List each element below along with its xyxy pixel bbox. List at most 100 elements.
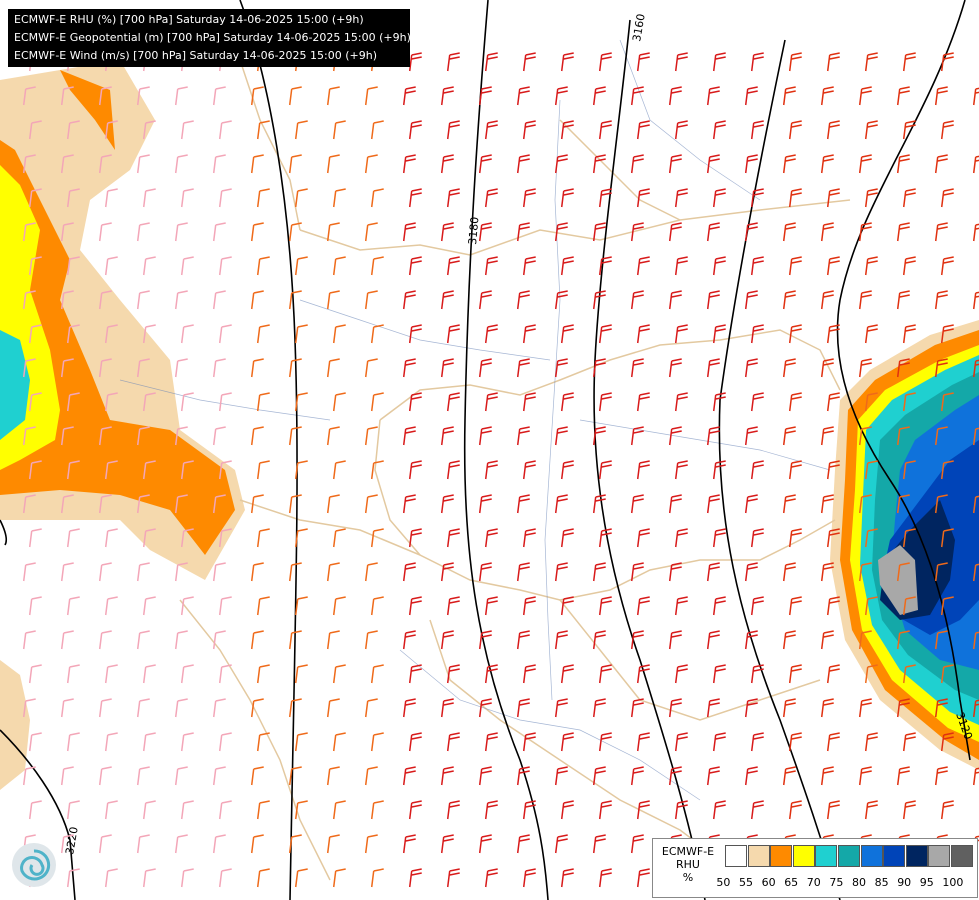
wind-barb [22,426,36,446]
wind-barb [706,630,720,650]
wind-barb [636,120,650,140]
wind-barb [440,222,454,242]
wind-barb [484,868,498,888]
wind-barb [630,222,644,242]
wind-barb [408,324,422,344]
wind-barb [174,834,188,854]
wind-barb [750,460,764,480]
wind-barb [858,426,872,446]
wind-barb [370,120,384,140]
wind-barb [820,630,834,650]
wind-barb [940,732,954,752]
wind-barb [142,596,156,616]
wind-barb [826,188,840,208]
wind-barb [66,664,80,684]
wind-barb [902,392,916,412]
wind-barb [22,562,36,582]
legend-tick: 85 [874,876,889,889]
wind-barb [98,562,112,582]
wind-barb [212,86,226,106]
wind-barb [668,630,682,650]
wind-barb [326,154,340,174]
wind-barb [636,256,650,276]
wind-barb [592,426,606,446]
legend-swatch [928,845,951,867]
wind-barb [934,630,948,650]
wind-barb [98,86,112,106]
legend-tick: 65 [784,876,799,889]
wind-barb [712,324,726,344]
wind-barb [858,698,872,718]
wind-barb [402,494,416,514]
wind-barb [446,188,460,208]
wind-barb [212,834,226,854]
wind-barb [370,800,384,820]
wind-barb [174,86,188,106]
wind-barb [478,698,492,718]
wind-barb [256,460,270,480]
wind-barb [66,188,80,208]
wind-barb [560,120,574,140]
wind-barb [864,188,878,208]
wind-barb [522,664,536,684]
wind-barb [174,426,188,446]
wind-barb [706,358,720,378]
wind-barb [592,562,606,582]
wind-barb [896,154,910,174]
wind-barb [218,664,232,684]
wind-barb [636,664,650,684]
wind-barb [782,426,796,446]
wind-barb [782,358,796,378]
wind-barb [864,460,878,480]
wind-barb [712,188,726,208]
legend-swatch [951,845,973,867]
wind-barb [174,698,188,718]
wind-barb [180,664,194,684]
wind-barb [636,800,650,820]
wind-barb [22,290,36,310]
wind-barb [98,426,112,446]
wind-barb [212,358,226,378]
wind-barb [592,86,606,106]
contour-label: 3220 [63,826,81,856]
wind-barb [288,154,302,174]
wind-barb [174,358,188,378]
wind-barb [934,222,948,242]
wind-barb [60,290,74,310]
wind-barb [750,188,764,208]
wind-barb [408,188,422,208]
wind-barb [896,630,910,650]
wind-barb [446,596,460,616]
legend-swatch [905,845,928,867]
wind-barb [364,562,378,582]
wind-barb [896,562,910,582]
wind-barb [142,256,156,276]
wind-barb [516,154,530,174]
wind-barb [294,392,308,412]
wind-barb [902,528,916,548]
wind-barb [674,732,688,752]
wind-barb [554,358,568,378]
legend-tick: 90 [897,876,912,889]
wind-barb [598,120,612,140]
wind-barb [896,86,910,106]
wind-barb [364,222,378,242]
wind-barb [858,222,872,242]
wind-barb [972,563,979,582]
wind-barb [104,188,118,208]
wind-barb [864,324,878,344]
wind-barb [174,494,188,514]
legend-swatch [815,845,838,867]
wind-barb [972,291,979,310]
wind-barb [560,460,574,480]
wind-barb [174,290,188,310]
wind-barb [516,222,530,242]
wind-barb [592,766,606,786]
header-rhu-line: ECMWF-E RHU (%) [700 hPa] Saturday 14-06… [14,13,364,26]
legend-tick: 60 [761,876,776,889]
wind-barb [326,766,340,786]
wind-barb [636,460,650,480]
wind-barb [864,800,878,820]
wind-barb [522,596,536,616]
